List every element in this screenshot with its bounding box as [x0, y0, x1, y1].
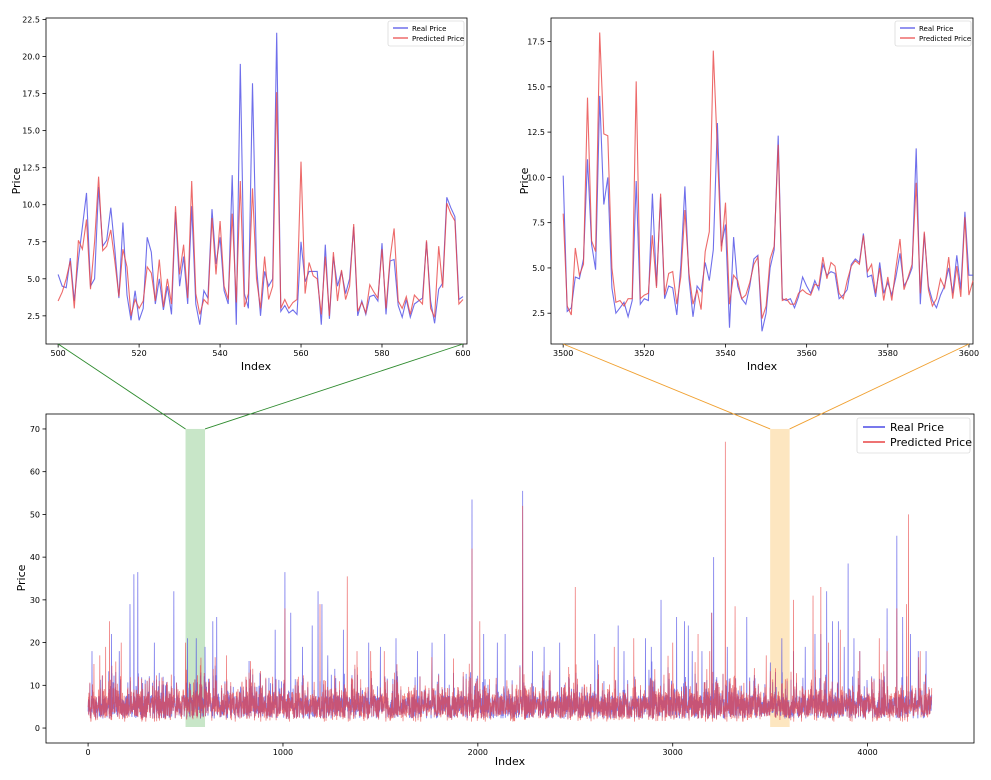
- x-tick-label: 580: [374, 349, 389, 358]
- y-tick-label: 22.5: [22, 15, 40, 24]
- series-lines: [57, 32, 464, 325]
- y-tick-label: 50: [30, 510, 40, 519]
- x-axis-ticks: 0 1000 2000 3000 4000: [86, 743, 878, 757]
- zoom-chart-right: 3500 3520 3540 3560 3580 3600 2.5 5.0 7.5 10.0 12…: [518, 17, 979, 373]
- zoom-connector-right: [789, 343, 970, 430]
- y-axis-ticks: 2.5 5.0 7.5 10.0 12.5 15.0 17.5 20.0 22.5: [22, 15, 46, 321]
- y-axis-ticks: 2.5 5.0 7.5 10.0 12.5 15.0 17.5: [527, 38, 551, 318]
- y-tick-label: 5.0: [532, 264, 545, 273]
- y-tick-label: 2.5: [27, 312, 40, 321]
- x-tick-label: 2000: [468, 748, 488, 757]
- y-tick-label: 7.5: [532, 219, 545, 228]
- y-tick-label: 70: [30, 425, 40, 434]
- series-line-predicted: [562, 32, 974, 319]
- zoom-highlight-bands: [185, 428, 790, 727]
- y-tick-label: 10: [30, 681, 40, 690]
- y-axis-ticks: 0 10 20 30 40 50 60 70: [30, 425, 46, 733]
- y-tick-label: 30: [30, 596, 40, 605]
- x-axis-label: Index: [495, 755, 526, 768]
- y-tick-label: 10.0: [527, 173, 545, 182]
- x-tick-label: 3560: [796, 349, 816, 358]
- y-tick-label: 10.0: [22, 201, 40, 210]
- legend-label-predicted: Predicted Price: [919, 35, 971, 43]
- legend-frame: [856, 417, 971, 454]
- zoom-band-1: [185, 428, 206, 727]
- x-axis-label: Index: [241, 360, 272, 373]
- y-axis-label: Price: [10, 167, 23, 194]
- series-line-real: [57, 32, 464, 325]
- y-axis-label: Price: [518, 167, 531, 194]
- legend: Real Price Predicted Price: [387, 20, 465, 47]
- x-tick-label: 3500: [553, 349, 573, 358]
- x-tick-label: 520: [131, 349, 146, 358]
- x-axis-ticks: 3500 3520 3540 3560 3580 3600: [553, 344, 979, 358]
- series-line-predicted: [87, 441, 933, 722]
- zoom-connector-left: [57, 343, 186, 430]
- legend-frame: [387, 20, 465, 47]
- y-tick-label: 15.0: [527, 83, 545, 92]
- x-tick-label: 3580: [878, 349, 898, 358]
- series-lines: [87, 441, 933, 722]
- zoom-band-2: [770, 428, 790, 727]
- y-tick-label: 60: [30, 468, 40, 477]
- y-tick-label: 17.5: [527, 38, 545, 47]
- series-line-real: [562, 95, 973, 332]
- legend-label-predicted: Predicted Price: [890, 436, 972, 449]
- legend-label-real: Real Price: [919, 25, 953, 33]
- y-tick-label: 5.0: [27, 275, 40, 284]
- legend-label-predicted: Predicted Price: [412, 35, 464, 43]
- plot-frame: [550, 17, 974, 345]
- y-tick-label: 20: [30, 639, 40, 648]
- y-tick-label: 15.0: [22, 127, 40, 136]
- zoom-connector-left: [563, 343, 771, 430]
- y-axis-label: Price: [15, 564, 28, 591]
- legend-frame: [894, 20, 972, 47]
- x-axis-label: Index: [747, 360, 778, 373]
- legend-label-real: Real Price: [890, 421, 944, 434]
- x-tick-label: 560: [293, 349, 308, 358]
- y-tick-label: 20.0: [22, 53, 40, 62]
- x-tick-label: 3540: [715, 349, 735, 358]
- x-tick-label: 540: [212, 349, 227, 358]
- x-tick-label: 3600: [959, 349, 979, 358]
- y-tick-label: 12.5: [22, 164, 40, 173]
- y-tick-label: 2.5: [532, 309, 545, 318]
- x-tick-label: 500: [51, 349, 66, 358]
- legend: Real Price Predicted Price: [856, 417, 972, 454]
- series-lines: [562, 32, 974, 332]
- legend: Real Price Predicted Price: [894, 20, 972, 47]
- plot-frame: [45, 17, 468, 345]
- x-axis-ticks: 500 520 540 560 580 600: [51, 344, 471, 358]
- zoom-connector-lines: [57, 343, 970, 430]
- y-tick-label: 0: [35, 724, 40, 733]
- zoom-connector-right: [204, 343, 464, 430]
- x-tick-label: 1000: [273, 748, 293, 757]
- x-tick-label: 3520: [634, 349, 654, 358]
- y-tick-label: 17.5: [22, 90, 40, 99]
- zoom-chart-left: 500 520 540 560 580 600 2.5 5.0 7.5 10.0 12.5 15.0…: [10, 15, 471, 373]
- y-tick-label: 7.5: [27, 238, 40, 247]
- y-tick-label: 12.5: [527, 128, 545, 137]
- legend-label-real: Real Price: [412, 25, 446, 33]
- series-line-predicted: [57, 92, 464, 318]
- x-tick-label: 4000: [857, 748, 877, 757]
- y-tick-label: 40: [30, 553, 40, 562]
- x-tick-label: 3000: [663, 748, 683, 757]
- x-tick-label: 600: [455, 349, 470, 358]
- x-tick-label: 0: [86, 748, 91, 757]
